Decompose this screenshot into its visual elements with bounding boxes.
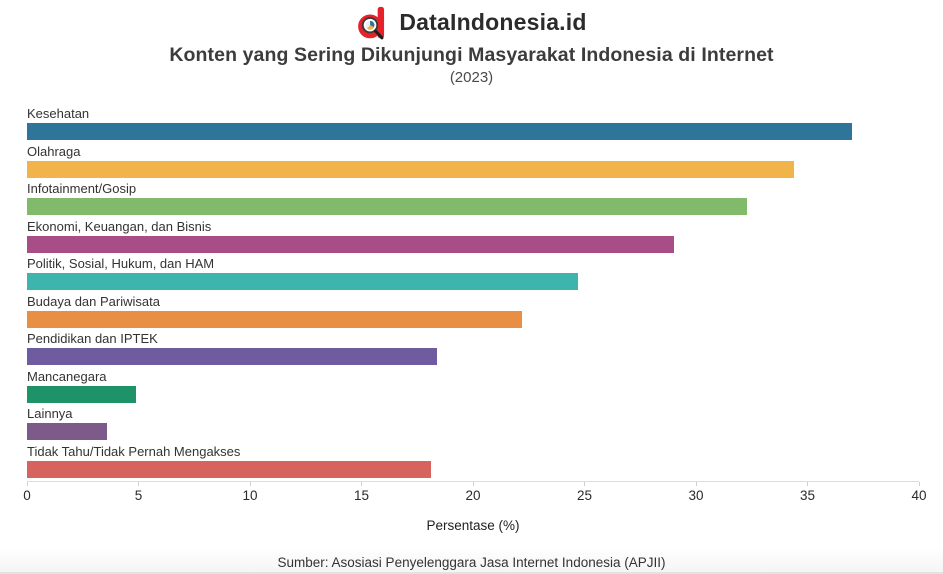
bar-label: Tidak Tahu/Tidak Pernah Mengakses [27, 443, 241, 459]
chart-title: Konten yang Sering Dikunjungi Masyarakat… [169, 44, 774, 66]
bar-track [27, 123, 919, 140]
tick-label: 30 [688, 488, 704, 503]
bar-track [27, 423, 919, 440]
tick-mark [695, 482, 697, 486]
tick-label: 15 [353, 488, 370, 503]
bar-row: Olahraga [27, 144, 919, 182]
bar-row: Ekonomi, Keuangan, dan Bisnis [27, 219, 919, 257]
dataindonesia-logo-icon [358, 6, 385, 39]
brand-header: DataIndonesia.id [0, 0, 943, 40]
bar-label: Lainnya [27, 406, 73, 421]
bar [27, 423, 108, 440]
tick-label: 40 [911, 488, 927, 503]
bar-label: Politik, Sosial, Hukum, dan HAM [27, 256, 215, 271]
bar-label: Infotainment/Gosip [27, 181, 137, 196]
bar-track [27, 273, 919, 290]
bar [27, 123, 853, 140]
bar-track [27, 460, 919, 478]
bar-row: Pendidikan dan IPTEK [27, 331, 919, 369]
tick-mark [26, 482, 28, 486]
tick-label: 0 [23, 488, 31, 503]
tick-mark [361, 482, 362, 486]
tick-label: 25 [576, 488, 593, 503]
bar-chart: Kesehatan Olahraga Infotainment/Gosip Ekono… [23, 106, 927, 533]
bar-row: Lainnya [27, 406, 919, 444]
bar-row: Mancanegara [27, 369, 919, 407]
bar-track [27, 348, 919, 365]
bar-row: Kesehatan [27, 106, 919, 144]
bar-track [27, 198, 919, 215]
bar-row: Infotainment/Gosip [27, 181, 919, 219]
bar-label: Budaya dan Pariwisata [27, 293, 160, 309]
bar-label: Pendidikan dan IPTEK [27, 331, 158, 346]
tick-mark [918, 482, 920, 486]
tick-mark [584, 482, 585, 486]
tick-label: 35 [799, 488, 816, 503]
x-axis-label: Persentase (%) [426, 518, 520, 533]
tick-label: 5 [134, 488, 143, 503]
bar [27, 198, 748, 215]
tick-mark [807, 482, 808, 486]
bar-track [27, 160, 919, 178]
bar [27, 160, 795, 178]
bar [27, 310, 523, 328]
bar-row: Politik, Sosial, Hukum, dan HAM [27, 256, 919, 294]
bar-label: Mancanegara [27, 368, 107, 384]
bottom-edge-divider [0, 572, 943, 574]
bar-label: Ekonomi, Keuangan, dan Bisnis [27, 218, 212, 234]
tick-mark [472, 482, 474, 486]
tick-mark [138, 482, 139, 486]
footer-band [0, 548, 943, 574]
tick-label: 20 [465, 488, 481, 503]
bar-rows: Kesehatan Olahraga Infotainment/Gosip Ekono… [27, 106, 919, 481]
brand-name: DataIndonesia.id [399, 9, 587, 35]
bar [27, 273, 578, 290]
bar [27, 235, 674, 253]
chart-subtitle: (2023) [449, 69, 494, 86]
tick-label: 10 [242, 488, 258, 503]
bar-label: Kesehatan [27, 106, 90, 121]
x-axis: 0 5 10 15 20 25 30 35 40 [23, 481, 927, 505]
tick-mark [249, 482, 251, 486]
bar [27, 385, 137, 403]
bar [27, 348, 438, 365]
bar-label: Olahraga [27, 143, 81, 159]
bar-row: Tidak Tahu/Tidak Pernah Mengakses [27, 444, 919, 482]
bar-track [27, 385, 919, 403]
source-text: Sumber: Asosiasi Penyelenggara Jasa Inte… [277, 555, 666, 570]
bar-track [27, 235, 919, 253]
bar [27, 460, 431, 478]
bar-row: Budaya dan Pariwisata [27, 294, 919, 332]
bar-track [27, 310, 919, 328]
